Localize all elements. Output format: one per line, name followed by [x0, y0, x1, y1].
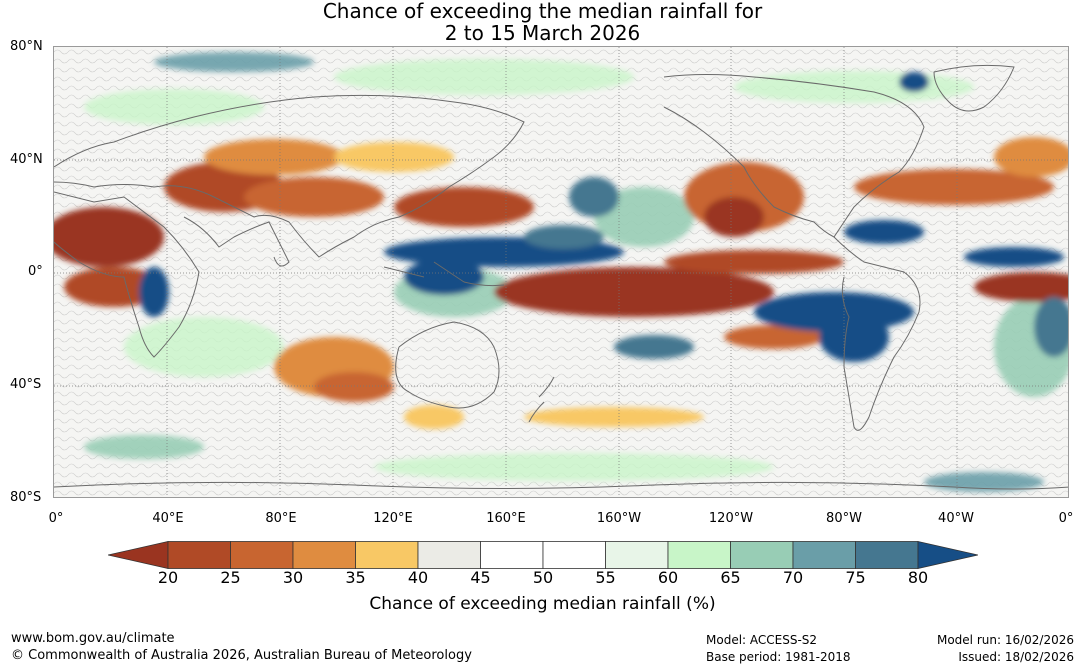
colorbar-under-arrow — [108, 541, 169, 569]
colorbar-tick-label: 75 — [845, 568, 866, 587]
colorbar — [108, 541, 978, 569]
colorbar-cell — [355, 541, 419, 569]
colorbar-tick-label: 80 — [907, 568, 929, 587]
colorbar-cell — [730, 541, 794, 569]
colorbar-tick-label: 30 — [282, 568, 304, 587]
lon-label-160e: 160°E — [486, 511, 526, 526]
map-title-line1: Chance of exceeding the median rainfall … — [322, 0, 763, 23]
lon-label-0-right: 0° — [1058, 511, 1074, 526]
rainfall-map — [53, 46, 1069, 498]
colorbar-cell — [542, 541, 606, 569]
coastlines — [54, 64, 1068, 490]
lon-label-120w: 120°W — [708, 511, 754, 526]
colorbar-tick-label: 50 — [532, 568, 554, 587]
model-run-date: Model run: 16/02/2026 — [936, 633, 1074, 647]
lat-label-80n: 80°N — [10, 39, 43, 54]
lat-label-equator: 0° — [28, 264, 43, 279]
colorbar-cell — [667, 541, 731, 569]
lon-label-160w: 160°W — [596, 511, 642, 526]
colorbar-tick-label: 20 — [157, 568, 179, 587]
colorbar-label: Chance of exceeding median rainfall (%) — [369, 594, 716, 614]
lat-label-80s: 80°S — [10, 490, 42, 505]
copyright-text: © Commonwealth of Australia 2026, Austra… — [11, 648, 472, 663]
lat-label-40s: 40°S — [10, 377, 42, 392]
colorbar-tick-label: 55 — [595, 568, 616, 587]
probability-field — [54, 52, 1068, 492]
base-period: Base period: 1981-2018 — [706, 650, 851, 664]
colorbar-tick-label: 45 — [470, 568, 491, 587]
colorbar-cell — [605, 541, 669, 569]
colorbar-tick-label: 40 — [407, 568, 429, 587]
colorbar-tick-label: 70 — [782, 568, 804, 587]
graticule — [54, 47, 1068, 497]
issued-date: Issued: 18/02/2026 — [958, 650, 1074, 664]
colorbar-cell — [230, 541, 294, 569]
lon-label-40e: 40°E — [152, 511, 184, 526]
lon-label-120e: 120°E — [373, 511, 413, 526]
model-name: Model: ACCESS-S2 — [706, 633, 818, 647]
website-link[interactable]: www.bom.gov.au/climate — [11, 631, 175, 646]
colorbar-cell — [417, 541, 481, 569]
colorbar-cell — [792, 541, 856, 569]
colorbar-tick-label: 35 — [345, 568, 366, 587]
colorbar-over-arrow — [917, 541, 978, 569]
colorbar-tick-label: 60 — [657, 568, 679, 587]
map-title-line2: 2 to 15 March 2026 — [444, 21, 641, 45]
lon-label-40w: 40°W — [938, 511, 974, 526]
colorbar-tick-label: 65 — [720, 568, 741, 587]
colorbar-cell — [167, 541, 231, 569]
lon-label-80e: 80°E — [265, 511, 297, 526]
colorbar-cell — [292, 541, 356, 569]
colorbar-cell — [855, 541, 919, 569]
lon-label-80w: 80°W — [826, 511, 862, 526]
colorbar-cell — [480, 541, 544, 569]
lat-label-40n: 40°N — [10, 152, 43, 167]
colorbar-tick-label: 25 — [220, 568, 241, 587]
lon-label-0-left: 0° — [48, 511, 64, 526]
